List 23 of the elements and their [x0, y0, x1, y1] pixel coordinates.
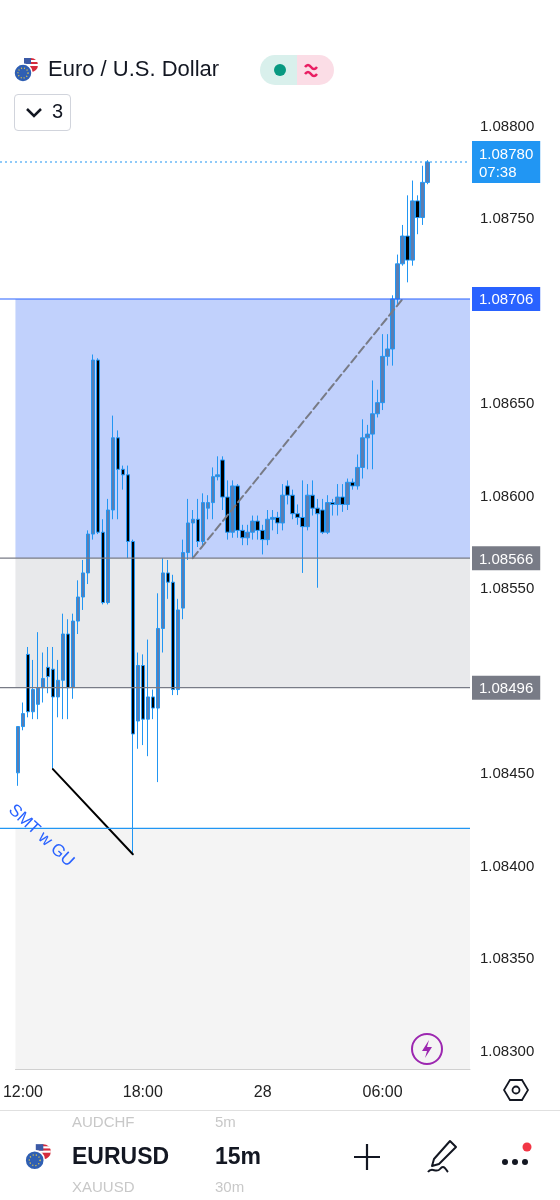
- y-tick-label: 1.08550: [480, 579, 535, 597]
- y-tick-label: 1.08400: [480, 856, 535, 874]
- ref-line-label: 1.08566: [479, 549, 534, 567]
- text: 3: [52, 100, 64, 123]
- ref-line-label: 1.08706: [479, 290, 534, 308]
- ref-line-label: 1.08780 07:38: [479, 144, 534, 180]
- text: EURUSD: [72, 1143, 170, 1170]
- candlestick: [41, 652, 45, 704]
- y-tick-label: 1.08750: [480, 209, 535, 227]
- x-tick-label: 12:00: [2, 1082, 44, 1100]
- y-tick-label: 1.08300: [480, 1041, 535, 1059]
- y-tick-label: 1.08650: [480, 394, 535, 412]
- y-tick-label: 1.08450: [480, 764, 535, 782]
- text: 15m: [215, 1143, 262, 1170]
- chart-title: Euro / U.S. Dollar: [48, 56, 220, 82]
- y-tick-label: 1.08800: [480, 116, 535, 134]
- ref-line-label: 1.08496: [479, 679, 534, 697]
- x-tick-label: 28: [253, 1082, 272, 1100]
- y-tick-label: 1.08600: [480, 486, 535, 504]
- annotation: SMT w GU: [4, 800, 79, 872]
- y-tick-label: 1.08350: [480, 949, 535, 967]
- x-tick-label: 18:00: [122, 1082, 163, 1100]
- x-tick-label: 06:00: [362, 1082, 403, 1100]
